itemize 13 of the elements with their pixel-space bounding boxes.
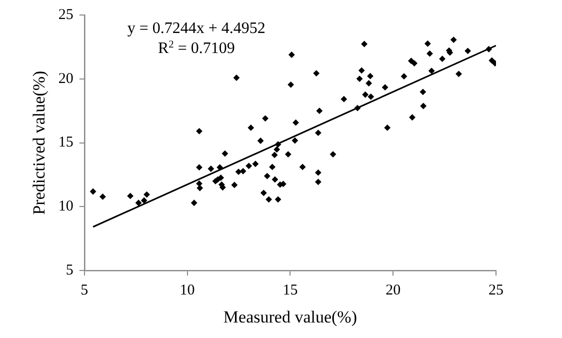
y-tick-label: 25 [58, 6, 74, 23]
y-tick-label: 15 [58, 134, 74, 151]
y-tick-label: 20 [58, 70, 74, 87]
y-tick-label: 10 [58, 198, 74, 215]
y-axis-title: Predictived value(%) [30, 70, 49, 215]
x-tick-label: 5 [80, 282, 88, 299]
x-tick-label: 20 [386, 282, 401, 299]
x-tick-label: 15 [282, 282, 298, 299]
x-tick-label: 25 [488, 282, 504, 299]
x-tick-label: 10 [180, 282, 195, 299]
annotation: y = 0.7244x + 4.4952 [127, 20, 266, 37]
y-tick-label: 5 [66, 262, 74, 279]
x-axis-title: Measured value(%) [223, 307, 357, 326]
